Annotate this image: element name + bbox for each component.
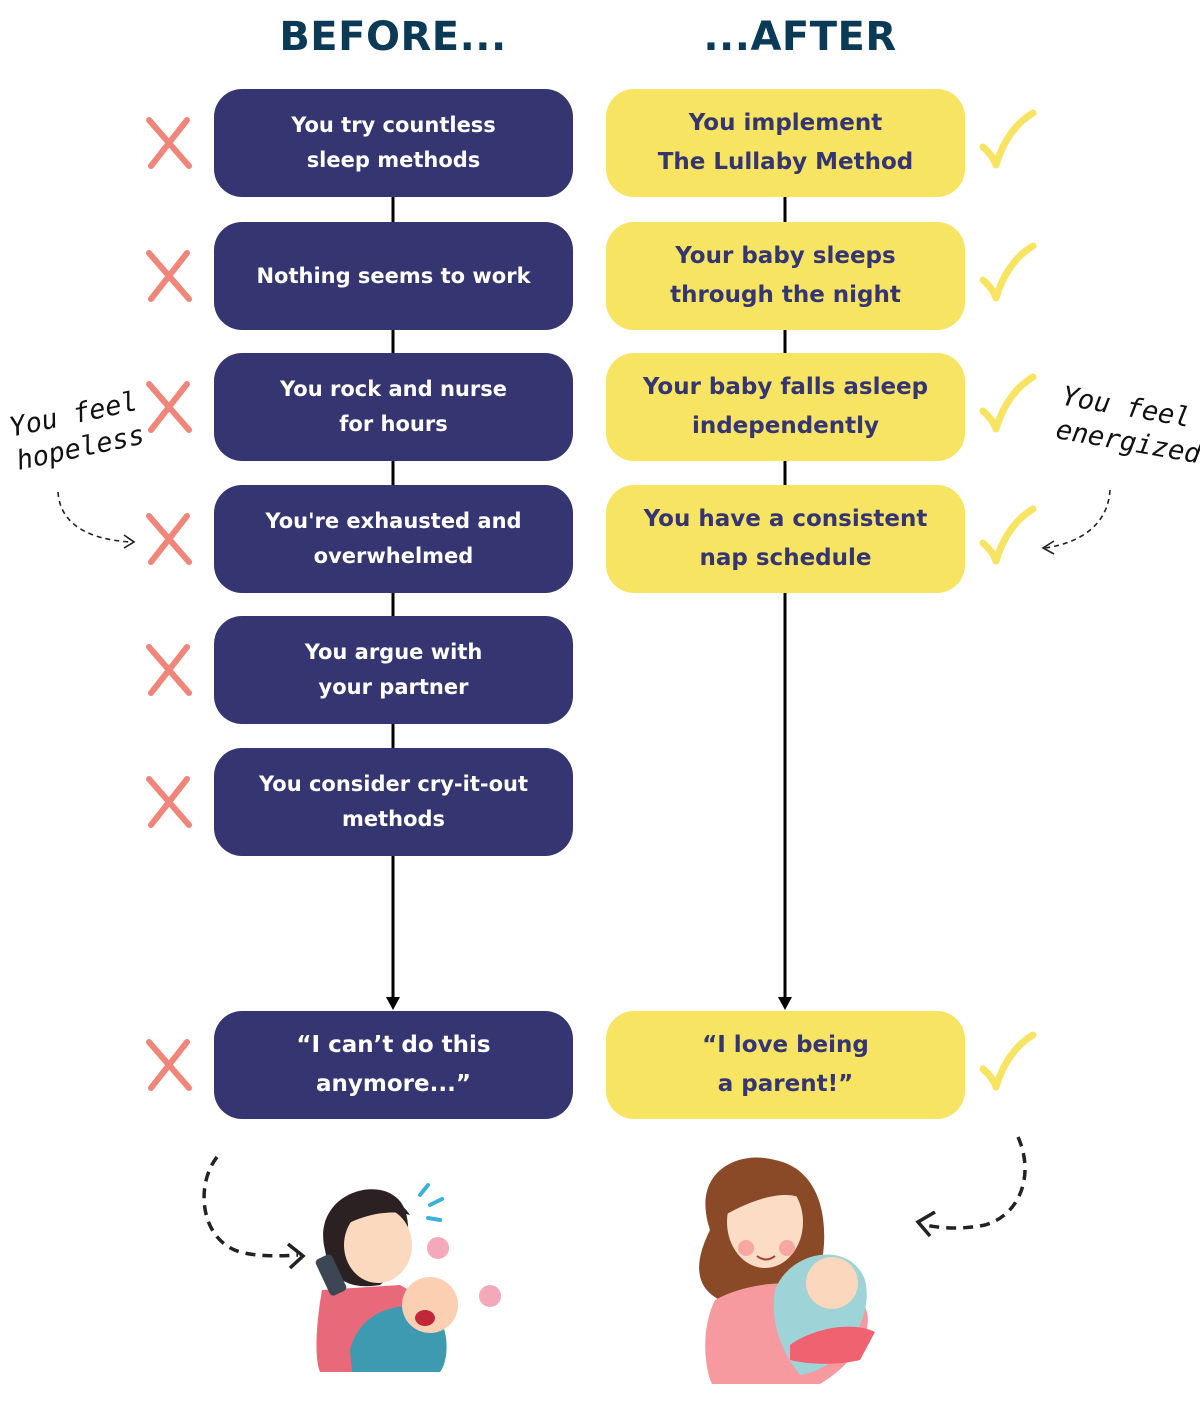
cross-icon (146, 381, 192, 433)
cross-icon (146, 1039, 192, 1091)
energized-arrowhead (1041, 540, 1055, 555)
after-step-4: You have a consistent nap schedule (606, 485, 965, 593)
after-curved-arrowhead (915, 1210, 936, 1238)
before-step-6: You consider cry-it-out methods (214, 748, 573, 856)
cross-icon (146, 776, 192, 828)
before-title: BEFORE... (279, 14, 507, 60)
cross-icon (146, 513, 192, 565)
cross-icon (146, 644, 192, 696)
after-final: “I love being a parent!” (606, 1011, 965, 1119)
cross-icon (146, 250, 192, 302)
before-step-2: Nothing seems to work (214, 222, 573, 330)
before-curved-arrow (202, 1155, 299, 1258)
check-icon (979, 109, 1037, 169)
after-step-2: Your baby sleeps through the night (606, 222, 965, 330)
cross-icon (146, 117, 192, 169)
before-arrowhead (386, 997, 400, 1010)
before-step-3: You rock and nurse for hours (214, 353, 573, 461)
hopeless-arrow (57, 491, 133, 543)
energized-arrow (1044, 489, 1111, 549)
before-step-4: You're exhausted and overwhelmed (214, 485, 573, 593)
check-icon (979, 242, 1037, 302)
before-step-1: You try countless sleep methods (214, 89, 573, 197)
after-step-3: Your baby falls asleep independently (606, 353, 965, 461)
check-icon (979, 1031, 1037, 1091)
before-step-5: You argue with your partner (214, 616, 573, 724)
before-final: “I can’t do this anymore...” (214, 1011, 573, 1119)
before-curved-arrowhead (286, 1242, 306, 1270)
after-arrowhead (778, 997, 792, 1010)
after-curved-arrow (924, 1136, 1027, 1230)
check-icon (979, 373, 1037, 433)
after-title: ...AFTER (703, 14, 897, 60)
hopeless-arrowhead (123, 534, 136, 549)
check-icon (979, 505, 1037, 565)
after-step-1: You implement The Lullaby Method (606, 89, 965, 197)
